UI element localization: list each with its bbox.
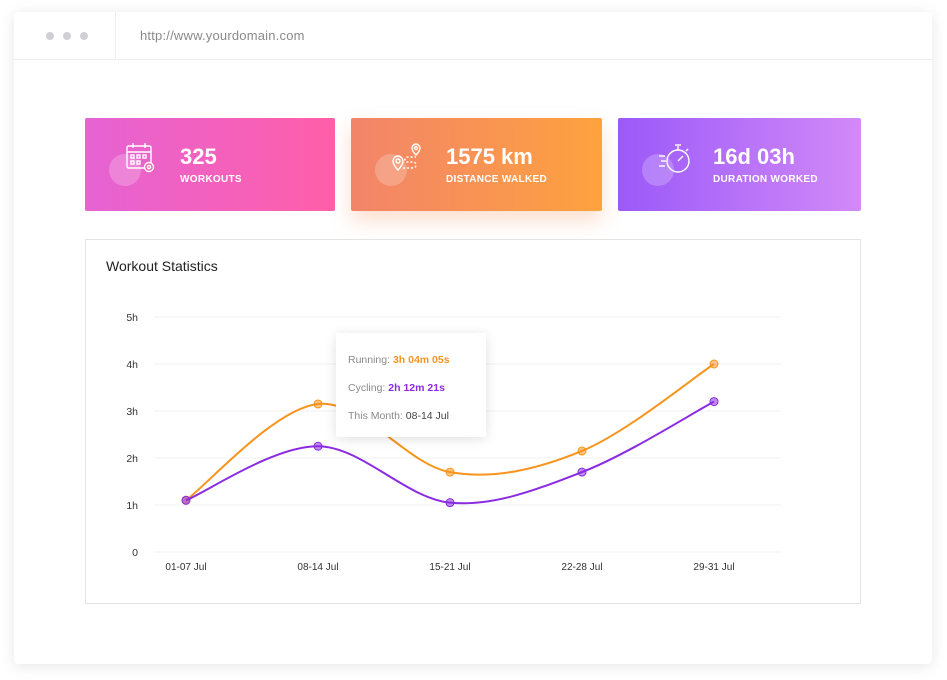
workout-statistics-panel: Workout Statistics 0 1h 2h 3h 4h 5h 01-07 Jul 0… <box>85 239 861 604</box>
y-tick-label: 5h <box>126 312 138 324</box>
address-bar[interactable]: http://www.yourdomain.com <box>140 28 305 43</box>
window-controls <box>14 12 116 60</box>
stat-card-workouts[interactable]: 325 WORKOUTS <box>85 118 335 211</box>
tooltip-cycling-value: 2h 12m 21s <box>388 382 445 394</box>
tooltip-month: This Month: 08-14 Jul <box>348 410 449 422</box>
tooltip-month-label: This Month: <box>348 410 403 422</box>
x-tick-label: 15-21 Jul <box>429 562 470 573</box>
tooltip-running: Running: 3h 04m 05s <box>348 354 450 366</box>
y-tick-label: 0 <box>132 547 138 559</box>
data-point-running <box>709 359 719 369</box>
route-pin-icon <box>375 142 421 186</box>
stat-value: 325 <box>180 144 217 169</box>
stat-value: 1575 km <box>446 144 533 169</box>
browser-titlebar: http://www.yourdomain.com <box>14 12 932 60</box>
data-point-running <box>313 399 323 409</box>
browser-window: http://www.yourdomain.com 325 WORKOUTS <box>14 12 932 664</box>
data-point-cycling <box>181 495 191 505</box>
stat-card-distance[interactable]: 1575 km DISTANCE WALKED <box>351 118 602 211</box>
y-tick-label: 3h <box>126 406 138 418</box>
window-dot-icon[interactable] <box>63 32 71 40</box>
window-dot-icon[interactable] <box>46 32 54 40</box>
tooltip-cycling: Cycling: 2h 12m 21s <box>348 382 445 394</box>
stopwatch-icon <box>642 142 690 186</box>
data-point-cycling <box>313 441 323 451</box>
y-tick-label: 2h <box>126 453 138 465</box>
data-point-running <box>577 446 587 456</box>
data-point-running <box>445 467 455 477</box>
x-tick-label: 22-28 Jul <box>561 562 602 573</box>
tooltip-running-label: Running: <box>348 354 391 366</box>
stat-label: DISTANCE WALKED <box>446 174 547 185</box>
stat-label: DURATION WORKED <box>713 174 818 185</box>
chart-tooltip: Running: 3h 04m 05s Cycling: 2h 12m 21s … <box>336 333 486 437</box>
window-dot-icon[interactable] <box>80 32 88 40</box>
y-tick-label: 1h <box>126 500 138 512</box>
data-point-cycling <box>577 467 587 477</box>
x-tick-label: 01-07 Jul <box>165 562 206 573</box>
x-tick-label: 08-14 Jul <box>297 562 338 573</box>
panel-title: Workout Statistics <box>106 258 218 274</box>
x-tick-label: 29-31 Jul <box>693 562 734 573</box>
calendar-gear-icon <box>109 142 155 186</box>
data-point-cycling <box>709 397 719 407</box>
tooltip-cycling-label: Cycling: <box>348 382 386 394</box>
tooltip-running-value: 3h 04m 05s <box>392 354 450 366</box>
y-tick-label: 4h <box>126 359 138 371</box>
stat-value: 16d 03h <box>713 144 795 169</box>
stat-card-duration[interactable]: 16d 03h DURATION WORKED <box>618 118 861 211</box>
tooltip-month-value: 08-14 Jul <box>405 410 449 422</box>
stat-label: WORKOUTS <box>180 174 242 185</box>
data-point-cycling <box>445 498 455 508</box>
